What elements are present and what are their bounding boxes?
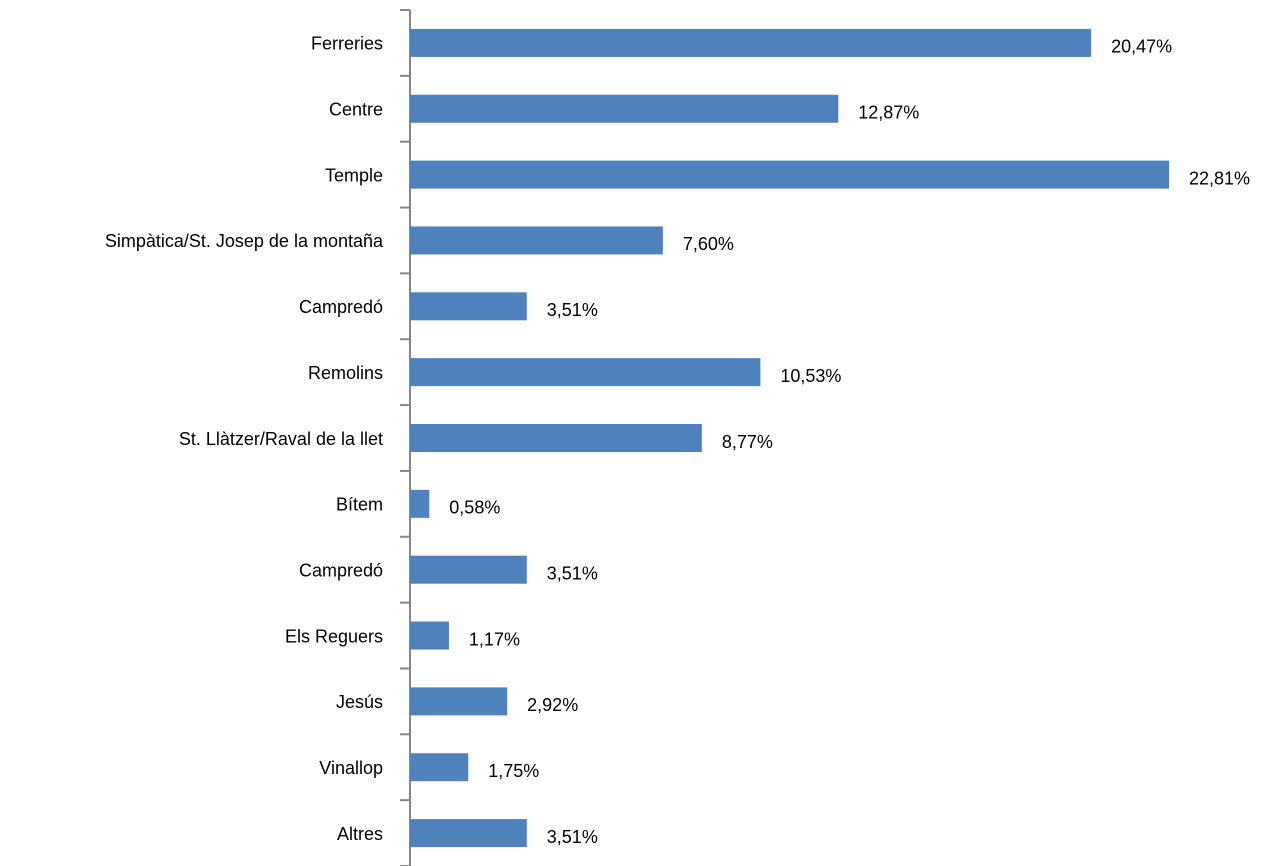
value-label: 3,51% [547, 563, 598, 583]
category-label: Remolins [308, 363, 383, 383]
bar [410, 819, 527, 848]
bar [410, 621, 449, 650]
value-label: 10,53% [780, 366, 841, 386]
bar [410, 555, 527, 584]
category-label: Altres [337, 824, 383, 844]
value-label: 8,77% [722, 432, 773, 452]
category-label: Temple [325, 165, 383, 185]
category-label: Simpàtica/St. Josep de la montaña [105, 231, 384, 251]
category-label: Jesús [336, 692, 383, 712]
category-label: Bítem [336, 495, 383, 515]
value-label: 1,75% [488, 761, 539, 781]
category-label: Els Reguers [285, 626, 383, 646]
value-label: 0,58% [449, 498, 500, 518]
bar [410, 292, 527, 321]
bar [410, 160, 1169, 189]
bar [410, 687, 508, 716]
category-label: Centre [329, 100, 383, 120]
bar [410, 226, 663, 255]
bar [410, 753, 469, 782]
value-label: 20,47% [1111, 37, 1172, 57]
category-label: Campredó [299, 560, 383, 580]
value-label: 12,87% [858, 103, 919, 123]
value-label: 22,81% [1189, 168, 1250, 188]
bar [410, 424, 702, 452]
bar [410, 28, 1092, 57]
value-label: 1,17% [469, 629, 520, 649]
value-label: 7,60% [683, 234, 734, 254]
bar [410, 94, 839, 123]
value-label: 3,51% [547, 827, 598, 847]
value-label: 2,92% [527, 695, 578, 715]
category-label: Vinallop [319, 758, 383, 778]
category-label: Ferreries [311, 34, 383, 54]
category-label: Campredó [299, 297, 383, 317]
category-label: St. Llàtzer/Raval de la llet [179, 429, 383, 449]
bar [410, 358, 761, 387]
value-label: 3,51% [547, 300, 598, 320]
bar [410, 489, 430, 518]
